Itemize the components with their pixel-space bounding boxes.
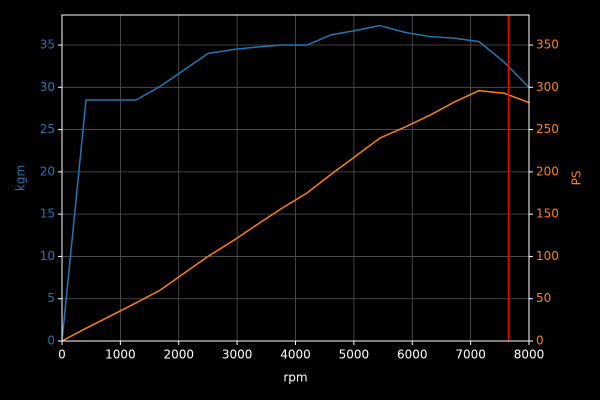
x-tick-label: 2000 — [163, 348, 194, 362]
y2-tick-label: 100 — [536, 249, 559, 263]
y-tick-label: 0 — [47, 334, 55, 348]
line-series — [61, 89, 530, 342]
x-tick-label: 5000 — [339, 348, 370, 362]
x-tick-label: 1000 — [105, 348, 136, 362]
y-tick-label: 25 — [40, 122, 55, 136]
y-tick-label: 35 — [40, 38, 55, 52]
x-tick-label: 3000 — [222, 348, 253, 362]
x-tick-label: 4000 — [280, 348, 311, 362]
y2-axis-label: PS — [570, 171, 584, 186]
y-tick-label: 20 — [40, 164, 55, 178]
y2-tick-label: 300 — [536, 80, 559, 94]
y-tick-label: 10 — [40, 249, 55, 263]
line-series — [61, 24, 530, 342]
y-tick-label: 30 — [40, 80, 55, 94]
y2-tick-label: 200 — [536, 164, 559, 178]
x-axis-label: rpm — [283, 371, 307, 385]
plot-frame — [61, 14, 530, 342]
y2-tick-label: 250 — [536, 122, 559, 136]
x-tick-label: 0 — [58, 348, 66, 362]
y2-tick-label: 0 — [536, 334, 544, 348]
y-tick-label: 15 — [40, 207, 55, 221]
y2-tick-label: 350 — [536, 38, 559, 52]
y2-tick-label: 50 — [536, 291, 551, 305]
x-tick-label: 8000 — [514, 348, 545, 362]
x-tick-label: 6000 — [397, 348, 428, 362]
y2-tick-label: 150 — [536, 207, 559, 221]
y-axis-label: kgm — [14, 165, 28, 191]
y-tick-label: 5 — [47, 291, 55, 305]
x-tick-label: 7000 — [455, 348, 486, 362]
